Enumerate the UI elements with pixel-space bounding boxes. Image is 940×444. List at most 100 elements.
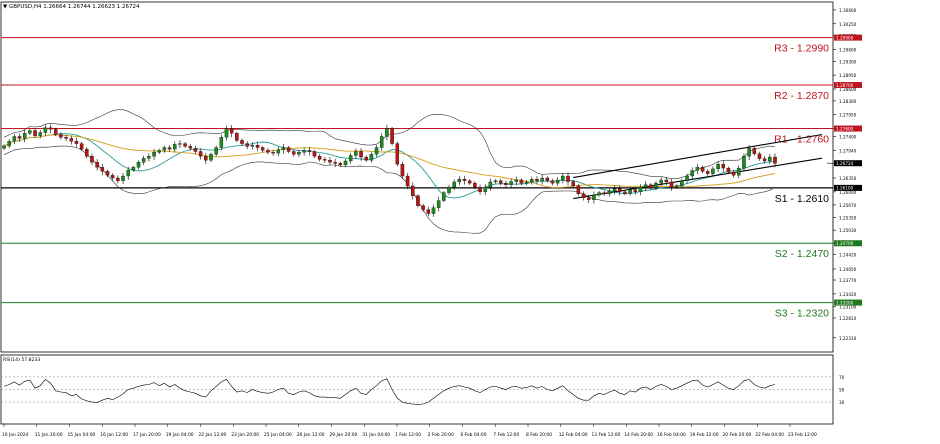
level-price-tag (834, 82, 862, 89)
candle-body (649, 184, 653, 189)
y-tick-label: 1.22310 (839, 336, 857, 341)
candle-body (493, 180, 498, 183)
candle-body (260, 147, 265, 151)
level-price-tag-label: 1.27600 (836, 126, 854, 131)
x-tick-label: 23 Jan 20:00 (231, 432, 259, 438)
candle-body (400, 163, 405, 177)
rsi-tick-label: 50 (839, 388, 845, 393)
y-tick-label: 1.30250 (839, 22, 857, 27)
level-price-tag (834, 184, 862, 191)
y-tick-label: 1.28600 (839, 87, 857, 92)
candle-body (618, 188, 622, 192)
x-tick-label: 6 Feb 04:00 (461, 432, 487, 438)
candle-body (498, 180, 503, 184)
candle-body (69, 138, 74, 142)
candle-body (731, 171, 736, 176)
rsi-panel: RSI(14) 57.8233 70 50 30 (1, 357, 845, 405)
candle-body (105, 171, 110, 176)
candle-body (747, 148, 751, 157)
y-tick-label: 1.24420 (839, 252, 857, 257)
candle-body (204, 156, 208, 161)
x-tick-label: 19 Feb 12:00 (690, 432, 719, 438)
y-tick-label: 1.28950 (839, 73, 857, 78)
candle-body (659, 179, 663, 184)
rsi-label: RSI(14) 57.8233 (3, 357, 40, 363)
x-tick-label: 16 Jan 12:00 (100, 432, 128, 438)
level-price-tag-label: 1.24700 (836, 241, 854, 246)
candle-body (167, 147, 172, 150)
level-label: S3 - 1.2320 (775, 308, 829, 320)
candle-body (669, 181, 674, 188)
x-tick-label: 10 Jan 2024 (2, 432, 29, 438)
time-axis: 10 Jan 2024 11 Jan 20:00 15 Jan 04:00 16 Ja… (2, 424, 817, 438)
candle-body (405, 175, 410, 187)
candle-body (364, 156, 368, 161)
x-tick-label: 12 Feb 04:00 (559, 432, 588, 438)
y-tick-label: 1.24050 (839, 267, 857, 272)
candle-body (607, 190, 612, 194)
y-tick-label: 1.30600 (839, 8, 857, 13)
rsi-line (3, 378, 776, 405)
candle-body (504, 182, 508, 185)
x-tick-label: 14 Feb 20:00 (624, 432, 653, 438)
x-tick-label: 29 Jan 20:00 (330, 432, 358, 438)
candle-body (571, 181, 575, 187)
candle-body (700, 167, 705, 172)
candle-body (711, 168, 715, 174)
candle-body (183, 143, 187, 147)
candle-body (219, 137, 224, 148)
x-tick-label: 19 Jan 04:00 (166, 432, 194, 438)
x-tick-label: 22 Feb 04:00 (755, 432, 784, 438)
candle-body (286, 147, 291, 152)
candle-body (53, 129, 58, 135)
candle-body (643, 184, 648, 188)
candle-body (333, 162, 337, 164)
candle-body (214, 147, 218, 155)
candle-body (586, 197, 591, 200)
candle-body (633, 189, 638, 192)
y-tick-label: 1.23420 (839, 292, 857, 297)
candle-body (141, 158, 146, 163)
candle-body (379, 136, 384, 148)
x-tick-label: 13 Feb 12:00 (592, 432, 621, 438)
y-tick-label: 1.25670 (839, 203, 857, 208)
candle-body (555, 179, 560, 184)
bollinger-lower-band (3, 145, 776, 234)
candle-body (2, 145, 6, 149)
candle-body (224, 128, 229, 138)
channel-upper-line (573, 133, 823, 179)
candle-body (7, 141, 11, 147)
y-tick-label: 1.22810 (839, 316, 857, 321)
candle-body (245, 143, 249, 147)
x-tick-label: 17 Jan 20:00 (133, 432, 161, 438)
candle-body (229, 128, 234, 134)
candle-body (654, 182, 658, 189)
level-price-tag (834, 240, 862, 247)
candle-body (612, 188, 617, 192)
x-tick-label: 22 Jan 12:00 (199, 432, 227, 438)
candle-body (742, 156, 746, 169)
candle-body (126, 169, 130, 177)
candle-body (110, 175, 115, 179)
candle-body (359, 151, 363, 158)
x-tick-label: 1 Feb 12:00 (395, 432, 421, 438)
candle-body (343, 160, 348, 166)
x-tick-label: 15 Jan 04:00 (68, 432, 96, 438)
candle-body (473, 182, 477, 188)
candle-body (685, 175, 689, 181)
candle-body (317, 156, 322, 160)
x-tick-label: 26 Jan 12:00 (297, 432, 325, 438)
price-panel-frame (0, 1, 834, 353)
candle-body (354, 151, 358, 156)
candle-body (100, 167, 105, 172)
candle-body (240, 140, 244, 144)
y-tick-label: 1.29300 (839, 59, 857, 64)
candle-body (323, 159, 327, 161)
candle-body (597, 192, 601, 196)
candle-body (12, 136, 17, 142)
candle-body (752, 148, 757, 155)
x-tick-label: 8 Feb 20:00 (526, 432, 552, 438)
candle-body (79, 143, 84, 150)
candle-body (369, 154, 374, 161)
